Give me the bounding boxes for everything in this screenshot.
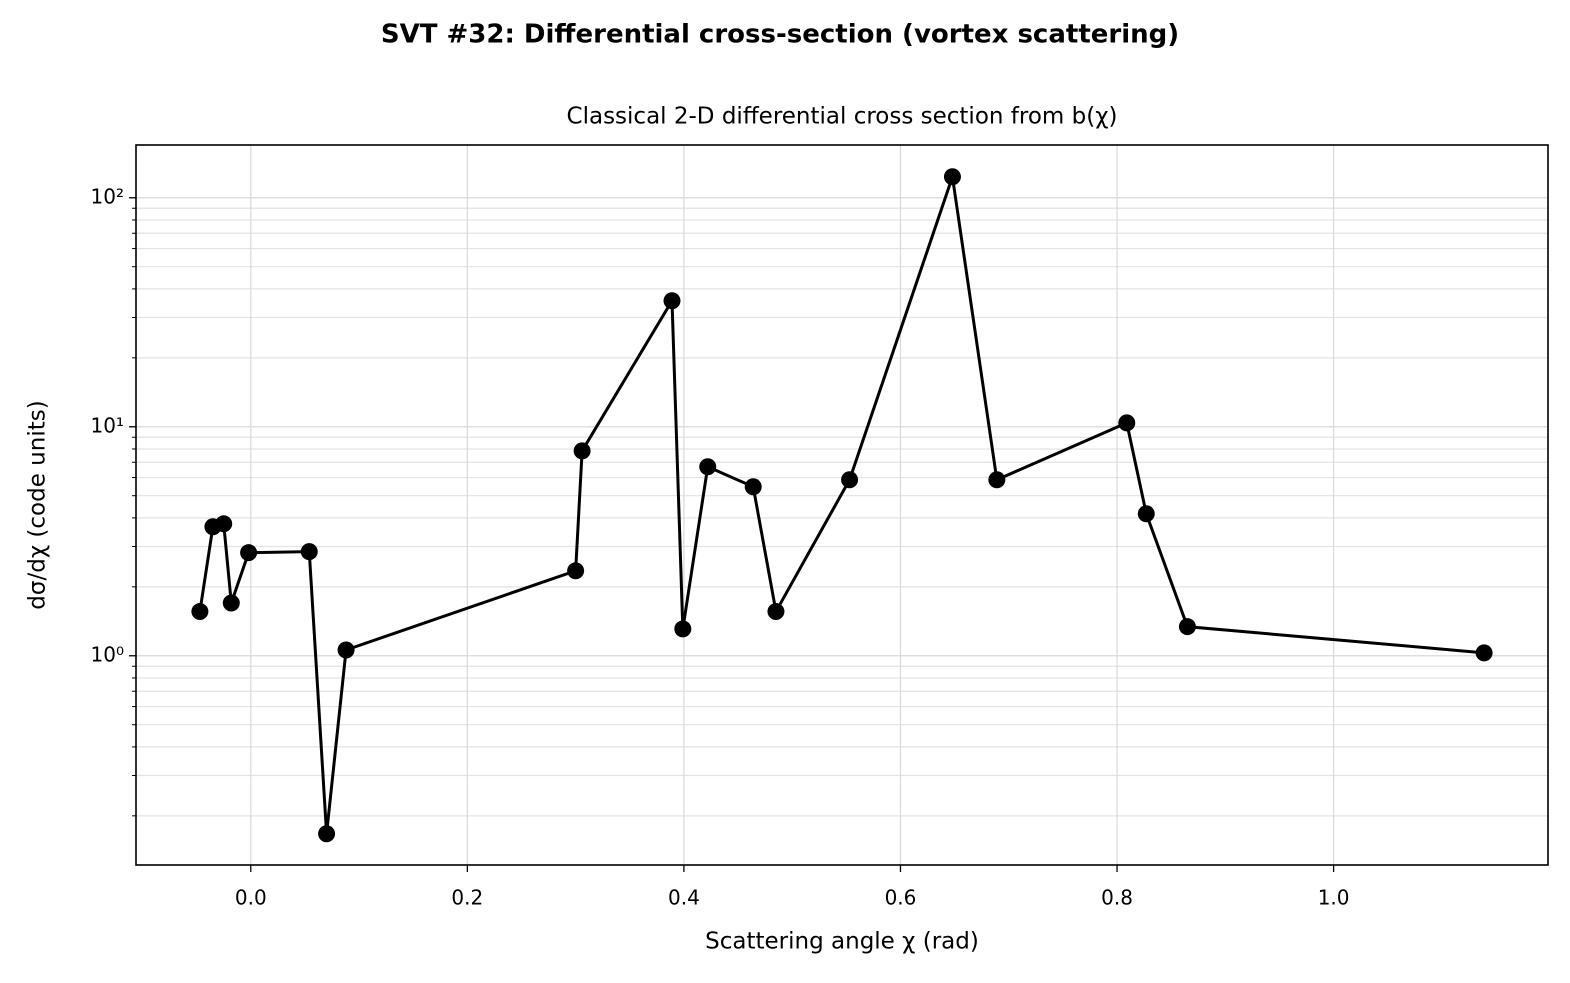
- y-axis-label: dσ/dχ (code units): [25, 400, 51, 609]
- x-tick-label: 0.2: [451, 886, 483, 910]
- data-point: [674, 620, 692, 638]
- x-tick-label: 0.6: [885, 886, 917, 910]
- data-point: [943, 168, 961, 186]
- y-tick-label: 10¹: [91, 413, 124, 437]
- plot-frame: [135, 144, 1549, 866]
- data-point: [318, 825, 336, 843]
- chart-title: SVT #32: Differential cross-section (vor…: [381, 20, 1179, 50]
- x-axis-label: Scattering angle χ (rad): [705, 929, 979, 955]
- data-point: [573, 442, 591, 460]
- data-point: [337, 641, 355, 659]
- data-point: [841, 471, 859, 489]
- data-point: [1137, 505, 1155, 523]
- data-point: [1475, 644, 1493, 662]
- data-point: [988, 471, 1006, 489]
- data-point: [240, 544, 258, 562]
- y-tick-label: 10²: [91, 184, 124, 208]
- data-point: [215, 515, 233, 533]
- x-tick-label: 1.0: [1318, 886, 1350, 910]
- data-point: [1118, 414, 1136, 432]
- chart-subtitle: Classical 2-D differential cross section…: [567, 104, 1118, 130]
- data-line: [198, 176, 1485, 834]
- data-point: [567, 562, 585, 580]
- x-tick-label: 0.0: [235, 886, 267, 910]
- data-point: [744, 478, 762, 496]
- data-point: [663, 292, 681, 310]
- data-point: [767, 603, 785, 621]
- data-point: [222, 594, 240, 612]
- x-tick-label: 0.4: [668, 886, 700, 910]
- data-point: [699, 458, 717, 476]
- y-tick-label: 10⁰: [91, 642, 124, 666]
- data-point: [300, 543, 318, 561]
- x-tick-label: 0.8: [1101, 886, 1133, 910]
- data-point: [191, 603, 209, 621]
- data-point: [1178, 618, 1196, 636]
